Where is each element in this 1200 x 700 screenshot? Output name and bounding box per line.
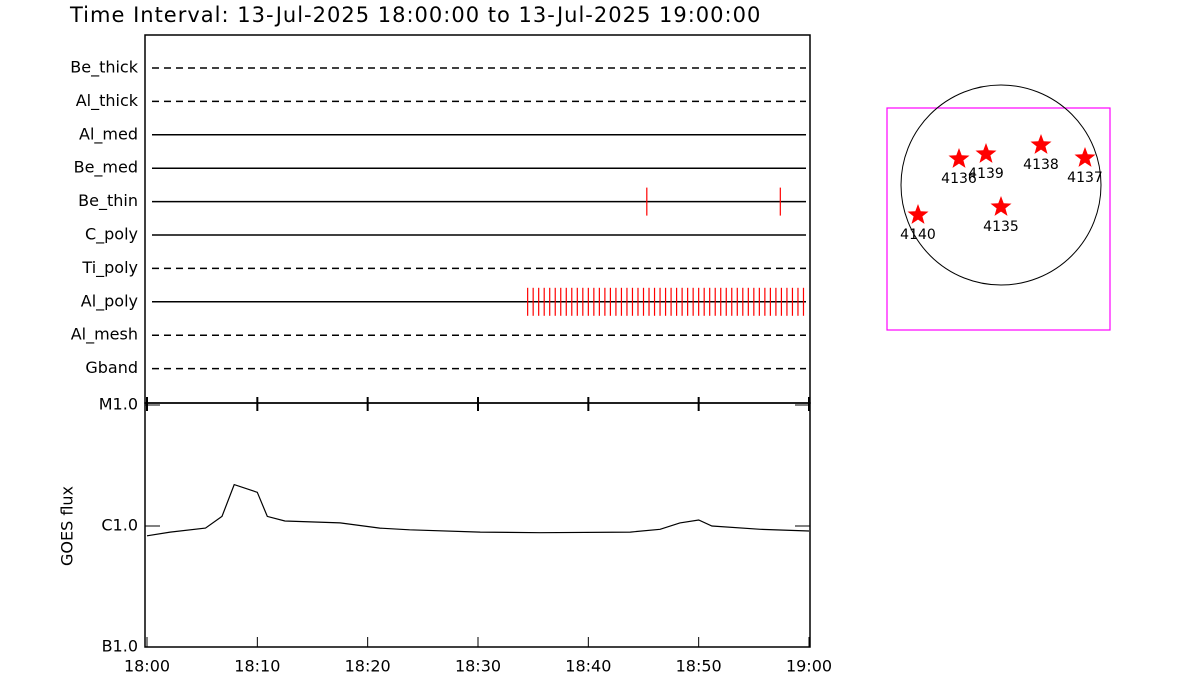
chart-title: Time Interval: 13-Jul-2025 18:00:00 to 1… bbox=[69, 3, 761, 27]
active-region-star bbox=[990, 196, 1012, 216]
filter-label: Al_poly bbox=[81, 291, 138, 311]
active-region-label: 4136 bbox=[941, 171, 977, 187]
x-tick-label: 18:00 bbox=[124, 657, 170, 676]
filter-label: Be_thin bbox=[78, 191, 138, 211]
y-tick-label: M1.0 bbox=[99, 395, 138, 414]
filter-label: Al_med bbox=[79, 124, 138, 144]
x-tick-label: 18:30 bbox=[455, 657, 501, 676]
active-region-label: 4138 bbox=[1023, 157, 1059, 173]
x-tick-label: 18:20 bbox=[345, 657, 391, 676]
solar-disk bbox=[900, 84, 1102, 286]
active-region-label: 4140 bbox=[900, 227, 936, 243]
y-axis-label: GOES flux bbox=[58, 486, 77, 566]
active-region-star bbox=[948, 148, 970, 168]
filter-label: Gband bbox=[85, 358, 138, 377]
x-tick-label: 18:40 bbox=[565, 657, 611, 676]
active-region-label: 4139 bbox=[968, 166, 1004, 182]
goes-line bbox=[146, 483, 810, 537]
filter-label: Ti_poly bbox=[81, 258, 138, 278]
y-tick-label: C1.0 bbox=[101, 516, 138, 535]
x-tick-label: 18:50 bbox=[676, 657, 722, 676]
filter-label: C_poly bbox=[85, 225, 138, 245]
y-tick-label: B1.0 bbox=[102, 637, 138, 656]
active-region-star bbox=[975, 143, 997, 163]
filter-label: Al_mesh bbox=[71, 325, 138, 345]
timeline-frame bbox=[144, 34, 811, 404]
x-tick-label: 19:00 bbox=[786, 657, 832, 676]
filter-label: Al_thick bbox=[76, 91, 139, 111]
active-region-star bbox=[1030, 134, 1052, 154]
active-region-label: 4135 bbox=[983, 219, 1019, 235]
filter-label: Be_med bbox=[74, 158, 138, 178]
active-region-star bbox=[1074, 147, 1096, 167]
map-frame bbox=[886, 107, 1111, 331]
x-tick-label: 18:10 bbox=[234, 657, 280, 676]
filter-label: Be_thick bbox=[70, 58, 138, 78]
active-region-star bbox=[907, 204, 929, 224]
active-region-label: 4137 bbox=[1067, 170, 1103, 186]
